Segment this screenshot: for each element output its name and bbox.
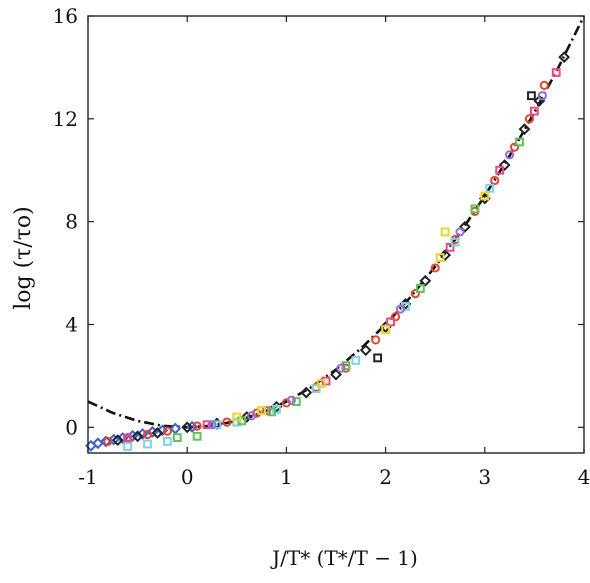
y-tick-label-4: 4 [65,312,78,336]
data-point-s0-9 [169,422,182,435]
data-point-s3-0 [373,353,383,363]
y-tick-label-0: 0 [65,415,78,439]
data-point-s8-4 [395,304,406,314]
y-tick-label-8: 8 [65,210,78,234]
data-point-s4-8 [551,68,561,77]
plot-frame [87,15,585,454]
data-point-s1-11 [390,312,401,322]
data-point-s2-17 [518,123,531,136]
data-point-s1-13 [430,263,440,273]
data-point-s5-10 [485,183,495,193]
data-point-s1-10 [371,335,381,345]
data-point-s7-0 [232,412,242,422]
data-point-s3-1 [527,91,536,101]
x-tick-label-1: 1 [280,465,293,489]
data-point-s6-0 [172,433,182,442]
data-point-s2-1 [131,430,144,443]
data-point-s5-7 [351,356,361,365]
y-tick-label-16: 16 [53,4,78,28]
x-axis-label: J/T* (T*/T − 1) [270,546,418,570]
data-point-s1-2 [142,429,153,440]
data-point-s1-18 [524,114,535,124]
data-point-s2-12 [419,274,432,287]
data-point-s6-3 [267,407,276,417]
data-point-s6-4 [291,397,301,406]
data-point-s2-14 [459,220,471,233]
data-point-s2-2 [151,427,164,439]
data-point-s4-7 [530,106,539,116]
data-point-s1-12 [410,289,420,299]
data-point-s7-3 [381,325,391,335]
data-point-s4-2 [262,406,271,415]
data-point-s5-2 [162,437,172,446]
y-tick-label-12: 12 [53,107,78,131]
x-tick-label-0: 0 [181,465,194,489]
y-axis-label-text: log (τ/τo) [11,206,36,310]
data-point-s6-6 [415,284,425,293]
x-tick-label--1: -1 [78,465,97,489]
data-point-s2-0 [111,434,124,447]
fit-curve-line [87,15,586,429]
data-point-s7-1 [257,406,267,415]
data-point-s5-3 [212,420,222,430]
data-point-s5-1 [143,439,152,449]
data-point-s8-7 [537,91,547,101]
data-point-s2-9 [359,344,372,357]
data-point-s8-5 [455,227,465,237]
data-point-s7-4 [435,253,445,263]
data-point-s6-1 [192,431,202,441]
data-point-s2-5 [240,411,253,423]
data-point-s5-4 [232,417,242,427]
data-point-s2-8 [330,368,342,381]
data-point-s2-19 [558,51,571,64]
data-point-s1-16 [490,175,500,186]
data-point-s1-5 [222,417,232,427]
data-point-s5-0 [123,442,133,451]
x-tick-label-3: 3 [478,465,491,489]
data-point-s7-6 [480,191,490,201]
data-point-s8-2 [286,395,296,405]
data-point-s5-9 [450,237,460,247]
data-point-s2-7 [300,386,313,399]
data-point-s7-5 [440,227,450,237]
data-point-s4-6 [495,165,505,175]
x-tick-label-2: 2 [379,465,392,489]
data-point-s8-3 [336,363,346,373]
data-point-s1-4 [192,421,202,431]
data-point-s8-1 [247,411,257,421]
data-point-s8-6 [505,150,515,160]
data-point-s2-16 [498,159,511,172]
data-point-s1-3 [162,426,172,436]
data-point-s5-6 [311,384,321,394]
data-point-s1-19 [539,80,549,91]
data-point-s6-7 [470,204,480,214]
data-point-s8-0 [207,420,217,430]
y-axis-label: log (τ/τo) [11,206,36,310]
data-point-s4-1 [202,420,212,430]
data-point-s4-5 [445,242,455,252]
data-point-s1-17 [509,142,520,152]
data-point-s2-3 [181,421,194,434]
x-axis-label-text: J/T* (T*/T − 1) [270,546,418,570]
x-tick-label-4: 4 [578,465,590,489]
data-point-s1-0 [103,436,113,447]
data-point-s4-4 [386,317,395,327]
data-point-s7-2 [316,379,326,388]
data-point-s6-8 [515,137,524,147]
